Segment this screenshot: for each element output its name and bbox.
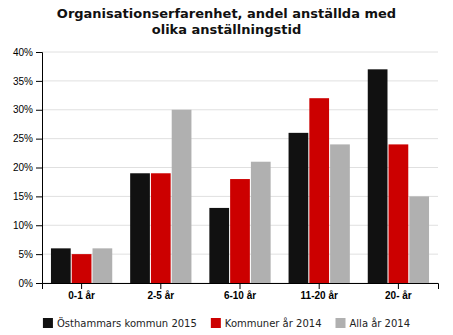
y-tick-mark — [36, 81, 42, 82]
x-tick-label: 2-5 år — [147, 290, 174, 301]
x-tick-mark — [319, 283, 320, 289]
grid — [42, 52, 438, 283]
x-tick-mark — [81, 283, 82, 289]
y-tick: 35% — [13, 76, 42, 87]
x-axis-line — [43, 284, 439, 290]
y-tick-label: 5% — [19, 249, 34, 260]
bar — [209, 208, 229, 283]
bar — [409, 196, 429, 283]
y-tick: 5% — [19, 249, 42, 260]
y-tick-label: 0% — [19, 278, 34, 289]
x-tick-mark — [160, 283, 161, 289]
bar — [389, 144, 409, 283]
x-tick-label: 20- år — [385, 290, 412, 301]
chart: Organisationserfarenhet, andel anställda… — [0, 0, 453, 335]
plot: 0% 5% 10% 15% 20% 25% 30% 35% 40% 0-1 år 2-5 år 6-1… — [13, 47, 439, 301]
legend-item: Alla år 2014 — [336, 317, 411, 329]
x-tick: 0-1 år — [68, 283, 95, 301]
y-tick-mark — [36, 52, 42, 53]
legend-swatch — [336, 318, 346, 328]
x-tick: 11-20 år — [301, 283, 338, 301]
x-tick-label: 6-10 år — [224, 290, 256, 301]
bars — [51, 69, 429, 283]
legend-item: Östhammars kommun 2015 — [43, 317, 197, 329]
y-tick-label: 10% — [13, 220, 33, 231]
x-tick: 20- år — [385, 283, 412, 301]
y-tick-label: 30% — [13, 104, 33, 115]
bar — [93, 248, 113, 283]
y-tick-mark — [36, 283, 42, 284]
bar — [309, 98, 329, 283]
bar — [172, 110, 192, 283]
y-tick: 15% — [13, 191, 42, 202]
x-tick-label: 11-20 år — [301, 290, 338, 301]
title: Organisationserfarenhet, andel anställda… — [57, 6, 396, 37]
y-tick: 0% — [19, 278, 42, 289]
x-tick-mark — [398, 283, 399, 289]
bar — [368, 69, 388, 283]
bar — [251, 162, 271, 283]
title-line: Organisationserfarenhet, andel anställda… — [57, 6, 396, 21]
y-tick-mark — [36, 196, 42, 197]
grid-line — [42, 52, 438, 53]
bar — [130, 173, 150, 283]
legend-label: Kommuner år 2014 — [225, 317, 322, 329]
y-tick-label: 35% — [13, 76, 33, 87]
y-tick-mark — [36, 225, 42, 226]
y-tick-mark — [36, 139, 42, 140]
y-tick: 20% — [13, 162, 42, 173]
x-tick-mark — [240, 283, 241, 289]
y-tick-label: 25% — [13, 133, 33, 144]
y-tick: 10% — [13, 220, 42, 231]
y-tick-label: 40% — [13, 47, 33, 58]
bar — [289, 133, 309, 283]
legend-label: Östhammars kommun 2015 — [57, 317, 197, 329]
y-tick: 25% — [13, 133, 42, 144]
y-tick-label: 20% — [13, 162, 33, 173]
legend-swatch — [43, 318, 53, 328]
bar — [72, 254, 92, 283]
x-tick: 2-5 år — [147, 283, 174, 301]
title-line: olika anställningstid — [152, 22, 301, 37]
bar — [330, 144, 350, 283]
legend-item: Kommuner år 2014 — [211, 317, 322, 329]
y-axis-line — [36, 53, 43, 284]
y-tick: 40% — [13, 47, 42, 58]
bar — [151, 173, 171, 283]
y-axis: 0% 5% 10% 15% 20% 25% 30% 35% 40% — [13, 47, 43, 289]
y-tick-mark — [36, 168, 42, 169]
bar — [51, 248, 71, 283]
x-tick-label: 0-1 år — [68, 290, 95, 301]
bar — [230, 179, 250, 283]
y-tick: 30% — [13, 104, 42, 115]
y-tick-mark — [36, 110, 42, 111]
y-tick-label: 15% — [13, 191, 33, 202]
legend: Östhammars kommun 2015 Kommuner år 2014 Al… — [43, 317, 410, 329]
x-axis: 0-1 år 2-5 år 6-10 år 11-20 år 20- år — [43, 283, 439, 301]
legend-label: Alla år 2014 — [350, 317, 411, 329]
x-tick: 6-10 år — [224, 283, 256, 301]
y-tick-mark — [36, 254, 42, 255]
legend-swatch — [211, 318, 221, 328]
